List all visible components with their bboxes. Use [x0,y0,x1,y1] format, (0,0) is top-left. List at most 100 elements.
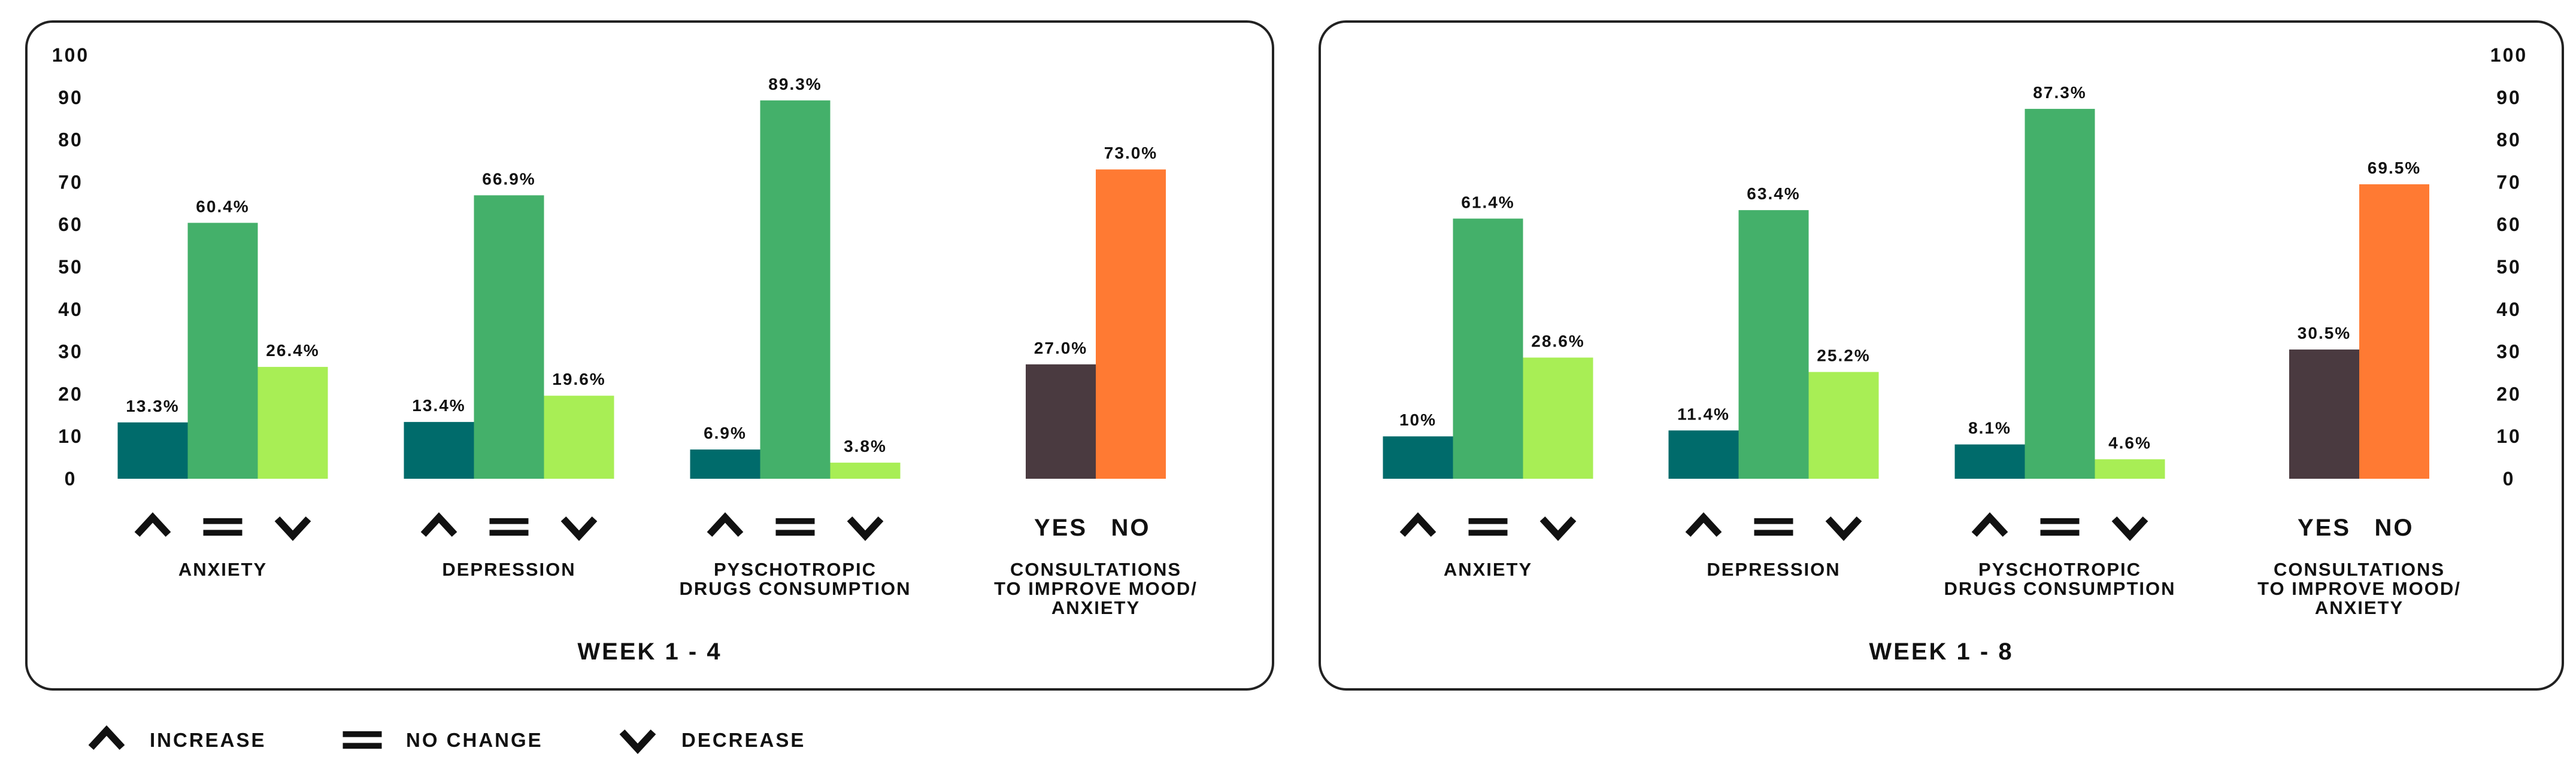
data-label: 13.3% [126,397,179,415]
no-change-icon [1468,518,1508,536]
chart-panel-1: 0 10 20 30 40 50 60 70 80 90 100 13.3% 60.4% 26.4% ANX… [25,20,1274,691]
y-tick-label: 30 [58,341,83,363]
data-label: 25.2% [1817,346,1870,365]
bar [187,223,258,479]
bar [1954,444,2025,479]
group-label: TO IMPROVE MOOD/ [2257,578,2461,599]
bar-group: 10% 61.4% 28.6% ANXIETY [1383,193,1593,580]
increase-icon [1399,512,1437,537]
decrease-icon [847,516,884,541]
legend-label: INCREASE [150,729,266,751]
decrease-icon [1825,516,1862,541]
y-tick-label: 50 [2496,256,2522,278]
data-label: 66.9% [482,169,535,188]
no-change-icon [2040,518,2080,536]
bar-group: 13.3% 60.4% 26.4% ANXIETY [117,197,328,580]
bar [2359,184,2429,479]
bar [117,422,188,479]
panel-frame [1319,20,2564,691]
y-tick-label: 90 [2496,87,2522,108]
category-label: YES [1034,515,1087,541]
bar [2025,108,2095,479]
data-label: 60.4% [196,197,249,215]
bar [2289,349,2359,479]
y-tick-label: 50 [58,256,83,278]
data-label: 89.3% [768,75,822,93]
data-label: 30.5% [2298,324,2351,342]
panel-frame [25,20,1274,691]
bar [1453,218,1523,479]
data-label: 19.6% [552,370,605,388]
bar [544,396,614,479]
y-tick-label: 60 [2496,214,2522,235]
bar [257,367,328,479]
category-label: YES [2298,515,2351,541]
data-label: 6.9% [704,424,747,442]
y-tick-label: 70 [2496,171,2522,193]
legend-item: DECREASE [619,729,805,754]
decrease-icon [2111,516,2148,541]
group-label: DRUGS CONSUMPTION [1944,578,2175,599]
y-tick-label: 100 [2490,44,2527,66]
data-label: 61.4% [1461,193,1514,211]
y-tick-label: 30 [2496,341,2522,363]
bar-group: 11.4% 63.4% 25.2% DEPRESSION [1668,184,1879,580]
legend-item: NO CHANGE [343,729,541,751]
data-label: 28.6% [1531,332,1584,351]
y-tick-label: 0 [65,468,77,490]
data-label: 8.1% [1968,419,2011,437]
group-label: DEPRESSION [442,559,575,580]
no-change-icon [489,518,529,536]
y-tick-label: 20 [58,383,83,405]
chart-panel-2: 0 10 20 30 40 50 60 70 80 90 100 10% 61.4% 28.6% ANXIE… [1319,20,2564,691]
bar [1026,364,1096,479]
y-tick-label: 10 [58,425,83,447]
bar [1523,357,1593,479]
data-label: 3.8% [844,437,887,455]
y-tick-label: 0 [2503,468,2516,490]
data-label: 63.4% [1747,184,1800,203]
bar [830,463,901,479]
y-tick-label: 80 [58,129,83,151]
group-label: ANXIETY [1051,597,1140,618]
bar [1383,436,1453,479]
chart-title: WEEK 1 - 8 [1869,639,2013,665]
bar [690,449,760,479]
data-label: 4.6% [2108,433,2151,452]
no-change-icon [343,731,382,749]
legend-item: INCREASE [88,725,266,751]
bar [760,100,831,479]
group-label: PYSCHOTROPIC [1978,559,2141,580]
decrease-icon [619,729,656,754]
data-label: 73.0% [1104,144,1157,162]
bar-group: 13.4% 66.9% 19.6% DEPRESSION [404,169,614,580]
y-tick-label: 40 [58,299,83,320]
y-tick-label: 40 [2496,299,2522,320]
group-label: ANXIETY [1444,559,1532,580]
bar [1808,372,1879,479]
increase-icon [707,512,744,537]
increase-icon [1685,512,1722,537]
y-tick-label: 60 [58,214,83,235]
data-label: 27.0% [1034,339,1087,357]
bar [1738,210,1809,479]
y-tick-label: 100 [52,44,89,66]
data-label: 26.4% [266,341,319,360]
group-label: CONSULTATIONS [2274,559,2445,580]
y-tick-label: 20 [2496,383,2522,405]
y-tick-label: 70 [58,171,83,193]
legend-label: DECREASE [681,729,805,751]
group-label: ANXIETY [2315,597,2404,618]
decrease-icon [1539,516,1577,541]
increase-icon [88,725,125,750]
group-label: DEPRESSION [1707,559,1840,580]
increase-icon [420,512,457,537]
data-label: 87.3% [2033,83,2086,102]
decrease-icon [560,516,598,541]
y-tick-label: 10 [2496,425,2522,447]
group-label: ANXIETY [178,559,267,580]
y-tick-label: 90 [58,87,83,108]
